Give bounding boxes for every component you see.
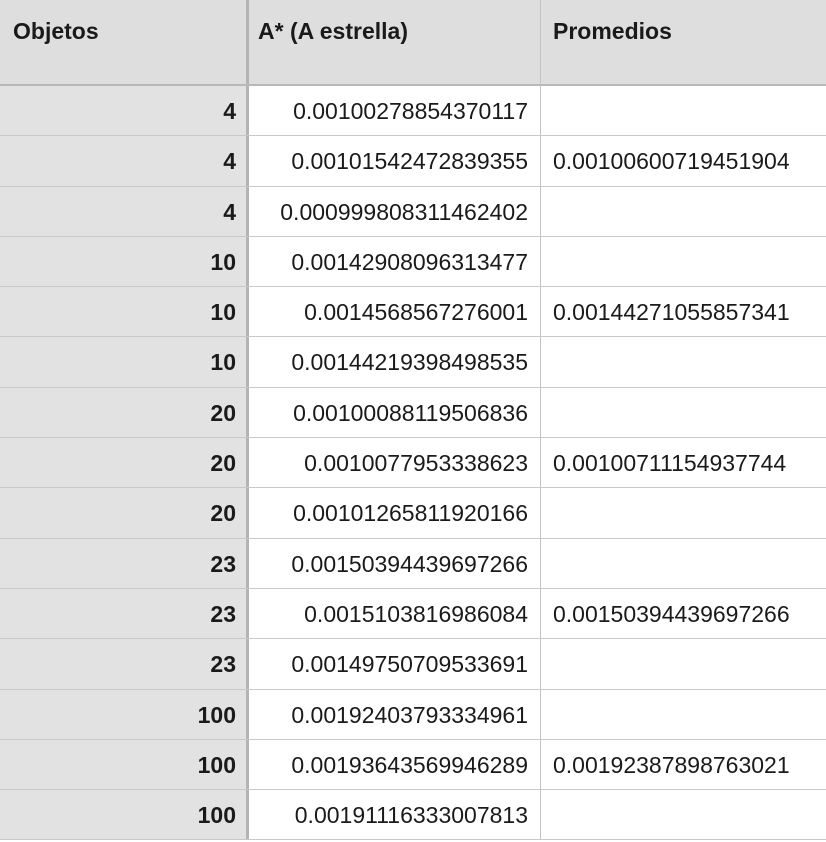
table-row: 10 0.00142908096313477 <box>0 236 826 288</box>
cell-objetos[interactable]: 10 <box>0 287 249 337</box>
cell-a-estrella[interactable]: 0.00101265811920166 <box>249 488 541 538</box>
cell-promedio[interactable] <box>541 488 826 537</box>
cell-objetos[interactable]: 10 <box>0 236 249 287</box>
cell-objetos[interactable]: 10 <box>0 337 249 387</box>
table-row: 23 0.0015103816986084 0.00150394439697266 <box>0 588 826 640</box>
table-row: 23 0.00150394439697266 <box>0 538 826 589</box>
cell-promedio[interactable] <box>541 639 826 688</box>
cell-promedio[interactable]: 0.00150394439697266 <box>553 600 790 627</box>
cell-objetos[interactable]: 23 <box>0 588 249 639</box>
cell-promedio[interactable] <box>541 690 826 739</box>
cell-a-estrella[interactable]: 0.00192403793334961 <box>249 689 541 739</box>
cell-a-estrella[interactable]: 0.00193643569946289 <box>249 739 541 790</box>
cell-objetos[interactable]: 20 <box>0 438 249 488</box>
cell-objetos[interactable]: 4 <box>0 186 249 236</box>
cell-promedio[interactable] <box>541 539 826 588</box>
table-body: 4 0.00100278854370117 4 0.00101542472839355… <box>0 86 826 841</box>
table-row: 10 0.0014568567276001 0.00144271055857341 <box>0 287 826 338</box>
table-row: 20 0.00101265811920166 <box>0 488 826 539</box>
cell-objetos[interactable]: 100 <box>0 689 249 739</box>
table-row: 10 0.00144219398498535 <box>0 337 826 388</box>
table-row: 4 0.00100278854370117 <box>0 86 826 137</box>
cell-promedio[interactable] <box>541 337 826 386</box>
cell-a-estrella[interactable]: 0.00101542472839355 <box>249 136 541 186</box>
table-row: 23 0.00149750709533691 <box>0 639 826 690</box>
header-objetos[interactable]: Objetos <box>0 0 249 84</box>
cell-objetos[interactable]: 23 <box>0 639 249 689</box>
cell-promedio[interactable] <box>541 237 826 286</box>
table-row: 100 0.00193643569946289 0.0019238789876302… <box>0 739 826 791</box>
cell-a-estrella[interactable]: 0.00144219398498535 <box>249 337 541 387</box>
cell-promedio[interactable]: 0.00100711154937744 <box>553 450 787 477</box>
cell-a-estrella[interactable]: 0.00100088119506836 <box>249 387 541 438</box>
cell-objetos[interactable]: 20 <box>0 488 249 538</box>
cell-promedio[interactable]: 0.00144271055857341 <box>553 299 790 326</box>
table-row: 20 0.0010077953338623 0.00100711154937744 <box>0 438 826 489</box>
table-row: 4 0.000999808311462402 <box>0 186 826 237</box>
cell-objetos[interactable]: 4 <box>0 86 249 136</box>
cell-a-estrella[interactable]: 0.0010077953338623 <box>249 438 541 488</box>
cell-objetos[interactable]: 100 <box>0 739 249 790</box>
cell-a-estrella[interactable]: 0.0015103816986084 <box>249 588 541 639</box>
cell-objetos[interactable]: 20 <box>0 387 249 438</box>
cell-a-estrella[interactable]: 0.00149750709533691 <box>249 639 541 689</box>
cell-objetos[interactable]: 4 <box>0 136 249 186</box>
header-promedios[interactable]: Promedios <box>553 18 672 44</box>
cell-a-estrella[interactable]: 0.00142908096313477 <box>249 236 541 287</box>
cell-promedio[interactable] <box>541 187 826 236</box>
header-row: Objetos A* (A estrella) Promedios <box>0 0 826 86</box>
cell-promedio[interactable] <box>541 388 826 437</box>
cell-a-estrella[interactable]: 0.0014568567276001 <box>249 287 541 337</box>
cell-a-estrella[interactable]: 0.00150394439697266 <box>249 538 541 588</box>
cell-a-estrella[interactable]: 0.000999808311462402 <box>249 186 541 236</box>
cell-a-estrella[interactable]: 0.00191116333007813 <box>249 790 541 840</box>
cell-objetos[interactable]: 100 <box>0 790 249 840</box>
cell-promedio[interactable]: 0.00192387898763021 <box>553 751 790 778</box>
table-row: 100 0.00191116333007813 <box>0 790 826 841</box>
cell-promedio[interactable] <box>541 86 826 135</box>
table-row: 4 0.00101542472839355 0.00100600719451904 <box>0 136 826 187</box>
cell-a-estrella[interactable]: 0.00100278854370117 <box>249 86 541 136</box>
table-row: 100 0.00192403793334961 <box>0 689 826 740</box>
cell-promedio[interactable]: 0.00100600719451904 <box>553 148 790 175</box>
cell-objetos[interactable]: 23 <box>0 538 249 588</box>
header-a-estrella[interactable]: A* (A estrella) <box>249 0 541 84</box>
cell-promedio[interactable] <box>541 790 826 839</box>
table-row: 20 0.00100088119506836 <box>0 387 826 439</box>
